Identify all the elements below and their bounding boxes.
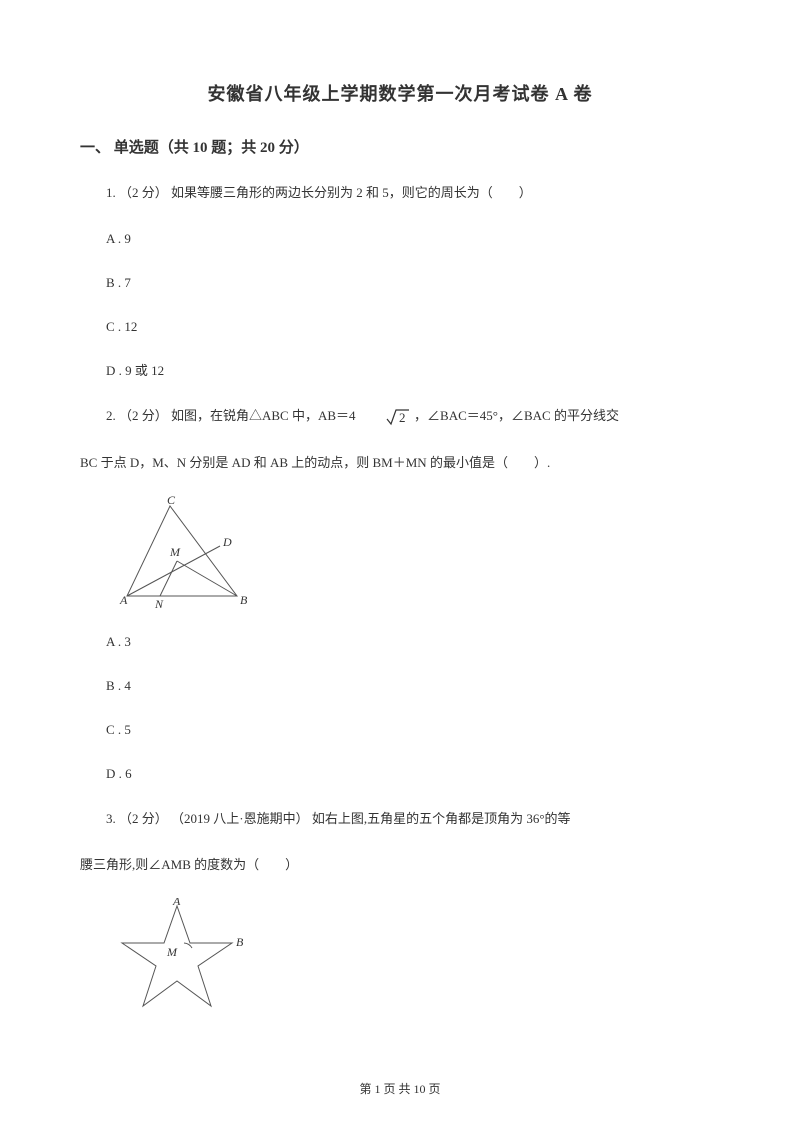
svg-text:D: D: [222, 535, 232, 549]
question-1: 1. （2 分） 如果等腰三角形的两边长分别为 2 和 5，则它的周长为（ ） …: [80, 179, 720, 384]
q1-option-c: C . 12: [80, 314, 720, 340]
svg-text:N: N: [154, 597, 164, 611]
q2-option-a: A . 3: [80, 629, 720, 655]
q1-text: 1. （2 分） 如果等腰三角形的两边长分别为 2 和 5，则它的周长为（ ）: [80, 179, 720, 208]
q1-option-a: A . 9: [80, 226, 720, 252]
q2-figure: A B C D M N: [112, 496, 720, 611]
page-footer: 第 1 页 共 10 页: [0, 1080, 800, 1097]
svg-text:M: M: [169, 545, 181, 559]
q2-option-c: C . 5: [80, 717, 720, 743]
question-3: 3. （2 分） （2019 八上·恩施期中） 如右上图,五角星的五个角都是顶角…: [80, 805, 720, 1018]
section-header: 一、 单选题（共 10 题；共 20 分）: [80, 136, 720, 157]
svg-text:B: B: [236, 935, 244, 949]
sqrt-icon: 2: [359, 402, 411, 431]
q2-text-part2: ，∠BAC＝45°，∠BAC 的平分线交: [411, 408, 619, 423]
svg-text:A: A: [172, 898, 181, 908]
q2-text-line1: 2. （2 分） 如图，在锐角△ABC 中，AB＝4 2 ，∠BAC＝45°，∠…: [80, 402, 720, 431]
svg-text:B: B: [240, 593, 248, 607]
q3-figure: A B M: [112, 898, 720, 1018]
svg-text:2: 2: [399, 410, 406, 425]
q2-option-d: D . 6: [80, 761, 720, 787]
q2-option-b: B . 4: [80, 673, 720, 699]
q2-text-part1: 2. （2 分） 如图，在锐角△ABC 中，AB＝4: [106, 408, 359, 423]
svg-text:M: M: [166, 945, 178, 959]
question-2: 2. （2 分） 如图，在锐角△ABC 中，AB＝4 2 ，∠BAC＝45°，∠…: [80, 402, 720, 787]
q2-text-line2: BC 于点 D，M、N 分别是 AD 和 AB 上的动点，则 BM＋MN 的最小…: [80, 449, 720, 478]
q1-option-b: B . 7: [80, 270, 720, 296]
q3-text-line2: 腰三角形,则∠AMB 的度数为（ ）: [80, 851, 720, 880]
q1-option-d: D . 9 或 12: [80, 358, 720, 384]
page-title: 安徽省八年级上学期数学第一次月考试卷 A 卷: [80, 80, 720, 106]
svg-text:A: A: [119, 593, 128, 607]
svg-text:C: C: [167, 496, 176, 507]
q3-text-line1: 3. （2 分） （2019 八上·恩施期中） 如右上图,五角星的五个角都是顶角…: [80, 805, 720, 834]
